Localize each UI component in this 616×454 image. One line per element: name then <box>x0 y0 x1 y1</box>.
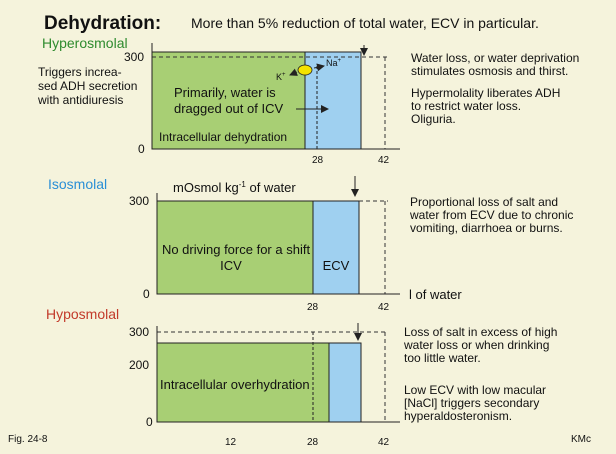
iso-icv-text-1: No driving force for a shift <box>162 242 311 257</box>
hypo-xtick-28: 28 <box>307 437 319 448</box>
heading-hyposmolal: Hyposmolal <box>46 306 119 322</box>
hyper-icv-text-2: dragged out of ICV <box>174 101 283 116</box>
hyper-right-text-3: Hypermolality liberates ADH <box>411 86 560 100</box>
hyper-left-note-1: Triggers increa- <box>38 65 122 79</box>
iso-ytick-0: 0 <box>143 287 150 301</box>
heading-hyperosmolal: Hyperosmolal <box>42 35 128 51</box>
ion-pump-icon <box>297 64 313 76</box>
hypo-icv-caption: Intracellular overhydration <box>160 377 310 392</box>
hyper-xtick-28: 28 <box>312 155 324 166</box>
hypo-ytick-200: 200 <box>129 358 149 372</box>
page-subtitle: More than 5% reduction of total water, E… <box>191 15 539 31</box>
hypo-xtick-12: 12 <box>225 437 237 448</box>
iso-xtick-28: 28 <box>307 302 319 313</box>
iso-axis-label: mOsmol kg-1 of water <box>173 180 296 195</box>
hypo-right-text-4: Low ECV with low macular <box>404 383 546 397</box>
hyper-left-note-3: with antidiuresis <box>37 93 123 107</box>
hyper-right-text-1: Water loss, or water deprivation <box>411 51 579 65</box>
figure-label: Fig. 24-8 <box>8 434 48 445</box>
panel-hyperosmolal: Hyperosmolal Triggers increa- sed ADH se… <box>37 35 579 166</box>
hyper-ytick-300: 300 <box>124 50 144 64</box>
hyper-left-note-2: sed ADH secretion <box>38 79 137 93</box>
hyper-icv-text-1: Primarily, water is <box>174 85 276 100</box>
iso-x-axis-label: l of water <box>409 287 462 302</box>
iso-xtick-42: 42 <box>378 302 390 313</box>
hyper-xtick-42: 42 <box>378 155 390 166</box>
hyper-ytick-0: 0 <box>138 142 145 156</box>
iso-ecv-label: ECV <box>323 258 350 273</box>
panel-isosmolal: Isosmolal mOsmol kg-1 of water 300 0 28 … <box>48 176 573 313</box>
iso-icv-block <box>156 200 314 295</box>
hypo-right-text-6: hyperaldosteronism. <box>404 409 512 423</box>
author-credit: KMc <box>571 434 591 445</box>
iso-right-text-1: Proportional loss of salt and <box>410 195 558 209</box>
hyper-right-text-5: Oliguria. <box>411 112 456 126</box>
page-title: Dehydration: <box>44 13 161 34</box>
hypo-xtick-42: 42 <box>378 437 390 448</box>
hypo-right-text-2: water loss or when drinking <box>403 338 549 352</box>
iso-ytick-300: 300 <box>129 194 149 208</box>
hyper-right-text-2: stimulates osmosis and thirst. <box>411 64 568 78</box>
hyper-icv-block <box>151 51 306 150</box>
hypo-ecv-block <box>328 342 362 423</box>
hypo-ytick-0: 0 <box>146 415 153 429</box>
hypo-right-text-1: Loss of salt in excess of high <box>404 325 557 339</box>
hypo-ytick-300: 300 <box>129 325 149 339</box>
iso-right-text-2: water from ECV due to chronic <box>409 208 573 222</box>
na-efflux-arrow <box>313 63 325 72</box>
ion-na-label: Na+ <box>326 58 342 68</box>
ion-k-label: K+ <box>276 72 286 82</box>
panel-hyposmolal: Hyposmolal 300 200 0 12 28 42 Intracellu… <box>46 306 557 448</box>
iso-right-text-3: vomiting, diarrhoea or burns. <box>410 221 563 235</box>
hypo-right-text-3: too little water. <box>404 351 481 365</box>
hypo-right-text-5: [NaCl] triggers secondary <box>404 396 539 410</box>
iso-ecv-block <box>312 200 360 295</box>
k-influx-arrow <box>289 68 299 76</box>
heading-isosmolal: Isosmolal <box>48 176 107 192</box>
hyper-right-text-4: to restrict water loss. <box>411 99 521 113</box>
hyper-icv-caption: Intracellular dehydration <box>159 130 287 144</box>
iso-icv-label: ICV <box>220 258 242 273</box>
